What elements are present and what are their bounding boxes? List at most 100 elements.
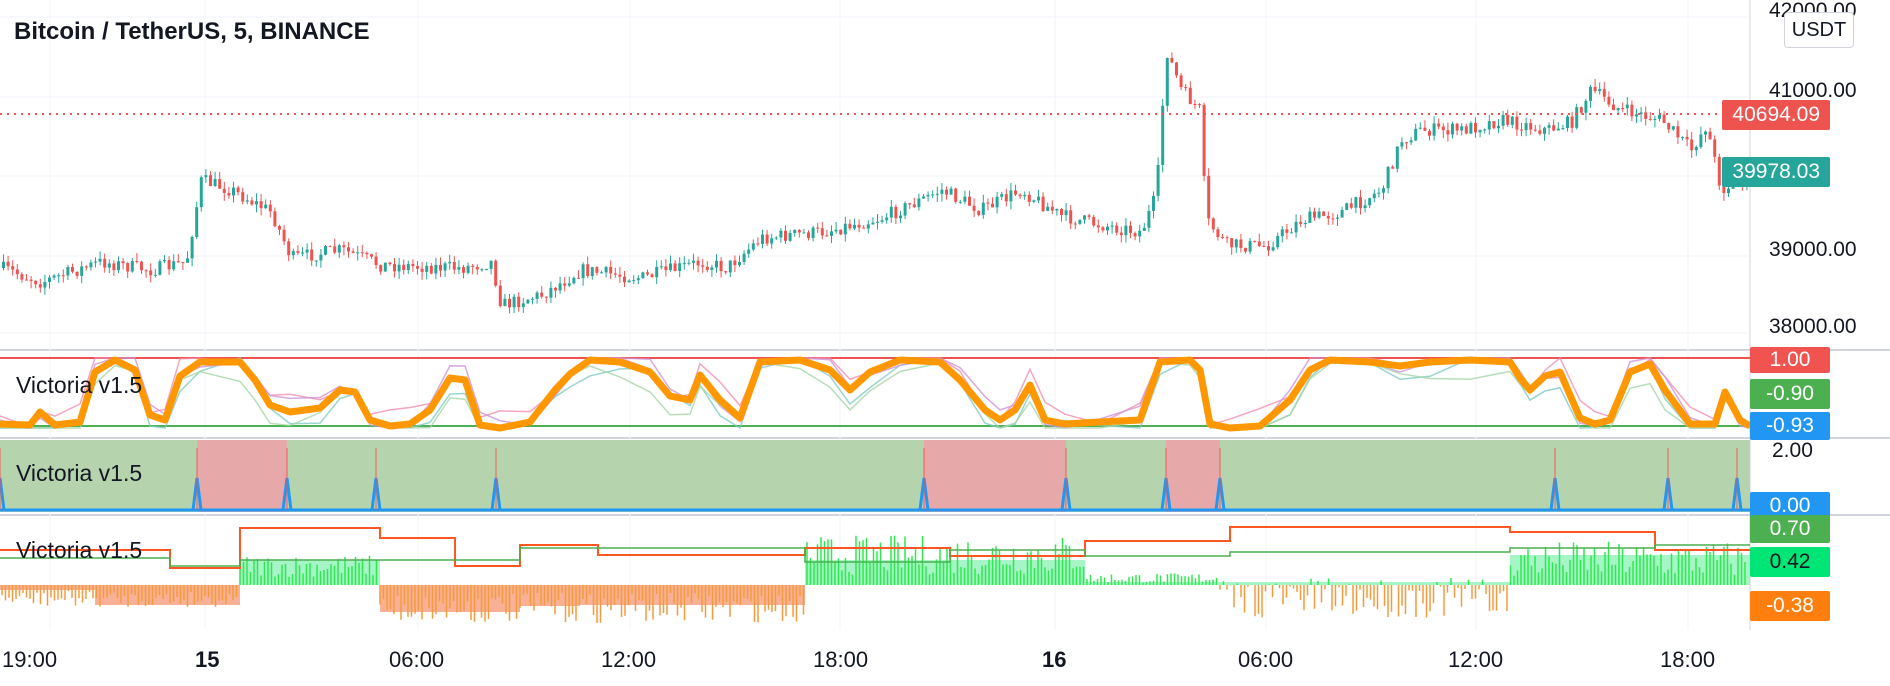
candle-body — [89, 262, 93, 268]
candle-body — [236, 187, 240, 193]
candle-body — [1658, 114, 1661, 119]
indicator-3-badge-a: 0.70 — [1750, 515, 1830, 543]
candle-body — [903, 203, 907, 216]
candle-body — [356, 252, 360, 254]
price-axis-label: 41000.00 — [1769, 79, 1857, 102]
candle-body — [779, 230, 783, 238]
candle-body — [1418, 127, 1422, 129]
candle-body — [1690, 139, 1694, 151]
candle-body — [1441, 126, 1445, 131]
candle-body — [135, 261, 139, 263]
candle-body — [1487, 121, 1491, 130]
candle-body — [1294, 221, 1298, 233]
candle-body — [1579, 107, 1583, 113]
candle-body — [370, 254, 373, 257]
candle-body — [609, 266, 613, 274]
candle-body — [1533, 129, 1537, 131]
candle-body — [25, 279, 28, 281]
candle-body — [457, 267, 461, 270]
candle-body — [765, 234, 769, 244]
candle-body — [678, 263, 682, 272]
candle-body — [600, 272, 603, 274]
candle-body — [388, 262, 392, 265]
candle-body — [121, 261, 125, 264]
candle-body — [250, 200, 254, 205]
candle-body — [360, 252, 364, 254]
candle-body — [434, 264, 438, 274]
candle-body — [503, 298, 507, 307]
candle-body — [1027, 194, 1031, 202]
time-label: 19:00 — [2, 647, 57, 672]
candle-body — [986, 202, 990, 204]
candle-body — [1101, 227, 1105, 231]
indicator-3-label[interactable]: Victoria v1.5 — [16, 537, 143, 563]
candle-body — [1161, 105, 1165, 165]
indicator-2-label[interactable]: Victoria v1.5 — [16, 460, 143, 486]
candle-body — [1285, 229, 1289, 233]
candle-body — [1432, 123, 1436, 136]
currency-button[interactable]: USDT — [1784, 12, 1854, 48]
time-label: 06:00 — [1238, 647, 1293, 672]
candle-body — [176, 261, 180, 263]
candle-body — [153, 274, 157, 276]
candle-body — [222, 188, 226, 193]
candle-body — [1308, 211, 1312, 223]
candle-body — [1345, 203, 1349, 210]
candle-body — [788, 233, 792, 241]
candle-body — [705, 266, 709, 270]
candle-body — [324, 246, 327, 255]
candle-body — [558, 283, 562, 291]
candle-body — [618, 274, 622, 277]
candle-body — [1506, 114, 1510, 125]
candle-body — [820, 228, 824, 236]
candle-body — [379, 265, 383, 272]
symbol-title[interactable]: Bitcoin / TetherUS, 5, BINANCE — [14, 18, 370, 45]
candle-body — [383, 262, 387, 272]
candle-body — [554, 287, 557, 291]
candle-body — [393, 264, 396, 272]
candle-body — [314, 260, 318, 262]
candle-body — [195, 207, 199, 237]
candle-body — [1349, 203, 1353, 208]
candle-body — [811, 227, 815, 239]
candle-body — [774, 237, 778, 239]
candle-body — [443, 263, 447, 271]
candle-body — [232, 187, 235, 196]
candle-body — [1515, 116, 1519, 130]
candle-body — [682, 263, 686, 265]
indicator-3-badge-c: -0.38 — [1750, 591, 1830, 621]
candle-body — [1198, 104, 1201, 106]
candle-body — [213, 179, 217, 186]
candle-body — [1474, 123, 1477, 133]
candle-body — [1400, 142, 1404, 147]
candle-body — [425, 265, 429, 272]
candle-body — [1395, 146, 1399, 169]
candle-body — [1630, 104, 1634, 117]
candle-body — [963, 196, 967, 202]
candle-body — [15, 269, 19, 275]
candle-body — [71, 267, 74, 272]
candle-body — [816, 227, 820, 229]
candle-body — [613, 273, 617, 275]
candle-body — [747, 249, 751, 254]
candle-body — [259, 201, 263, 209]
candle-body — [186, 258, 189, 263]
candle-body — [843, 223, 847, 235]
candle-body — [1175, 62, 1178, 76]
candle-body — [1717, 156, 1721, 186]
candle-body — [659, 266, 663, 268]
candle-body — [20, 274, 24, 280]
candle-body — [1244, 247, 1247, 252]
indicator-1-label[interactable]: Victoria v1.5 — [16, 372, 143, 398]
candle-body — [1524, 123, 1528, 131]
candle-body — [347, 247, 350, 252]
bear-zone — [924, 440, 1066, 512]
candle-body — [650, 274, 654, 278]
candle-body — [245, 200, 249, 202]
time-axis[interactable]: 19:00 15 06:00 12:00 18:00 16 06:00 12:0… — [2, 647, 1715, 672]
current-price-badge: 39978.03 — [1722, 157, 1830, 187]
candle-body — [1575, 107, 1579, 128]
candle-body — [1446, 130, 1450, 135]
